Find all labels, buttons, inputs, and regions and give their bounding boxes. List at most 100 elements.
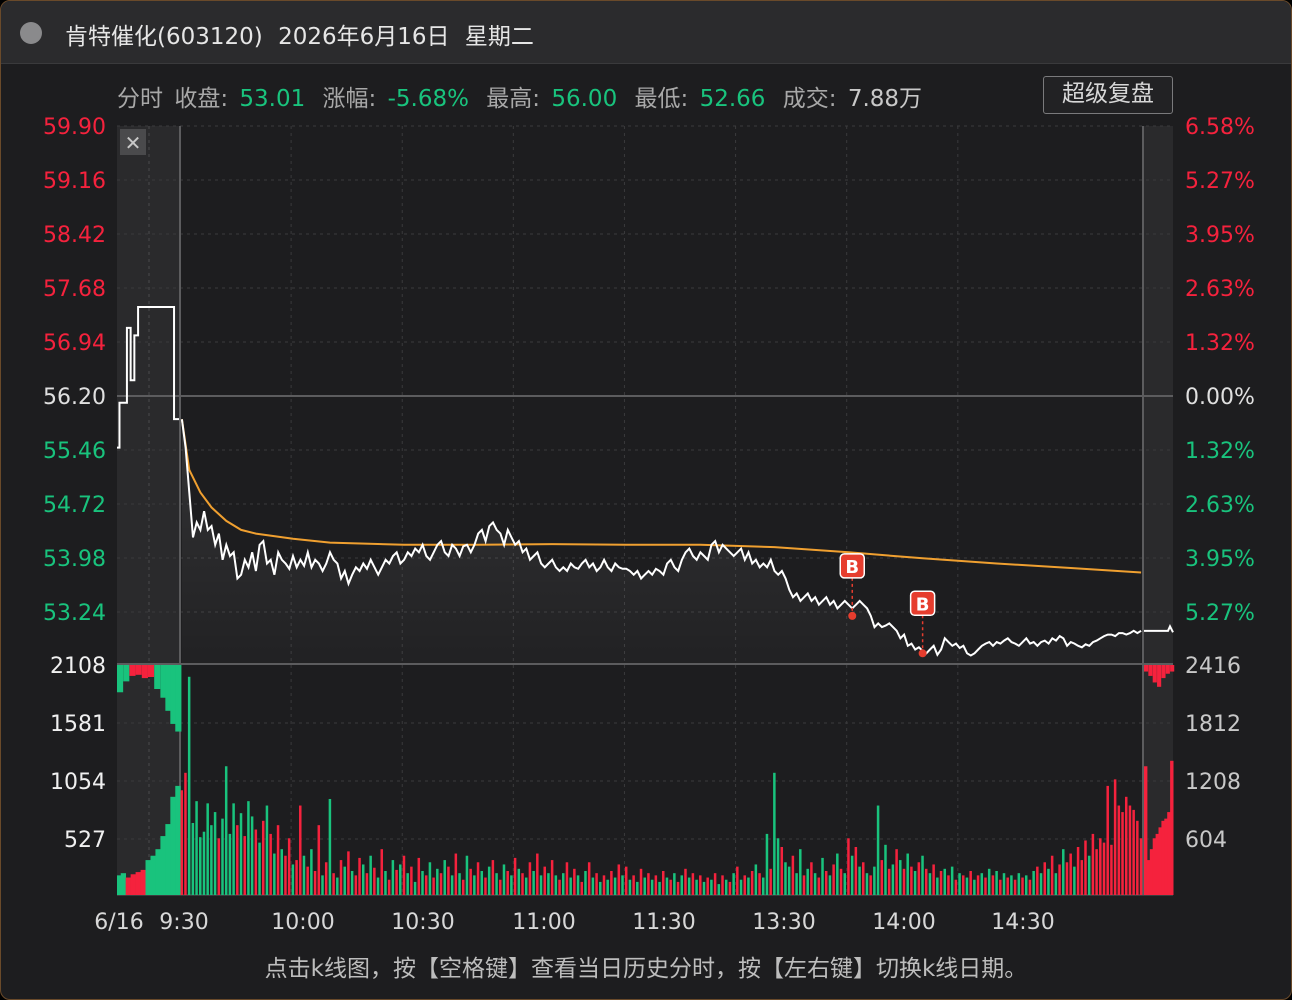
low-label: 最低: bbox=[634, 86, 689, 112]
volume-bar bbox=[1106, 785, 1109, 895]
buy-marker-badge[interactable] bbox=[839, 553, 865, 579]
volume-bar bbox=[1136, 820, 1139, 895]
volume-bar bbox=[984, 877, 987, 895]
volume-bar bbox=[506, 870, 509, 895]
volume-bar bbox=[973, 879, 976, 895]
auction-top-bar bbox=[148, 665, 155, 678]
volume-bar bbox=[461, 879, 465, 895]
volume-bar bbox=[358, 857, 361, 895]
volume-bar bbox=[336, 877, 339, 895]
volume-bar bbox=[580, 881, 584, 895]
volume-bar bbox=[939, 870, 943, 895]
volume-bar bbox=[254, 829, 258, 895]
volume-axis-label: 1054 bbox=[50, 770, 106, 795]
auction-volume-bar bbox=[120, 873, 126, 895]
closing-volume-bar bbox=[1152, 838, 1157, 895]
volume-bar bbox=[1024, 875, 1028, 895]
volume-bar bbox=[787, 866, 791, 895]
chart-close-icon[interactable] bbox=[120, 129, 146, 155]
volume-bar bbox=[980, 873, 984, 895]
volume-bar bbox=[791, 855, 795, 895]
volume-bar bbox=[813, 873, 817, 895]
volume-bar bbox=[691, 873, 695, 895]
volume-bar bbox=[273, 853, 276, 895]
percent-axis-label: 2.63% bbox=[1185, 277, 1255, 302]
volume-bar bbox=[621, 875, 624, 895]
volume-axis-label-right: 2416 bbox=[1185, 654, 1241, 679]
volume-bar bbox=[717, 884, 721, 895]
closing-volume-bar bbox=[1155, 833, 1159, 895]
volume-bar bbox=[884, 844, 887, 895]
volume-bar bbox=[569, 877, 572, 895]
auction-top-bar bbox=[165, 665, 172, 711]
volume-bar bbox=[528, 862, 532, 895]
volume-bar bbox=[1132, 809, 1135, 895]
price-axis-label: 59.16 bbox=[43, 169, 106, 194]
volume-bar bbox=[239, 813, 243, 895]
volume-bar bbox=[824, 870, 828, 895]
average-price-line bbox=[180, 419, 1142, 574]
volume-bar bbox=[539, 875, 543, 895]
volume-bar bbox=[202, 831, 206, 895]
volume-bar bbox=[599, 881, 602, 895]
volume-bar bbox=[662, 870, 665, 895]
high-value: 56.00 bbox=[551, 86, 618, 112]
volume-bar bbox=[1139, 838, 1143, 895]
volume-bar bbox=[369, 855, 372, 895]
volume-bar bbox=[502, 864, 506, 895]
volume-bar bbox=[436, 868, 439, 895]
volume-bar bbox=[795, 873, 798, 895]
volume-bar bbox=[321, 875, 324, 895]
volume-bar bbox=[747, 877, 750, 895]
percent-axis-label: 3.95% bbox=[1185, 547, 1255, 572]
volume-bar bbox=[187, 676, 191, 895]
price-line bbox=[180, 419, 1142, 657]
volume-bar bbox=[917, 862, 921, 895]
volume-bar bbox=[328, 798, 332, 895]
volume-bar bbox=[561, 873, 565, 895]
volume-bar bbox=[713, 873, 717, 895]
time-axis-label: 11:00 bbox=[512, 910, 575, 935]
volume-bar bbox=[439, 873, 443, 895]
volume-bar bbox=[1017, 873, 1021, 895]
volume-bar bbox=[513, 857, 517, 895]
volume-bar bbox=[276, 825, 280, 895]
volume-bar bbox=[558, 879, 561, 895]
closing-price-line bbox=[1144, 624, 1174, 633]
buy-marker-badge[interactable] bbox=[909, 590, 936, 617]
volume-bar bbox=[921, 855, 924, 895]
volume-bar bbox=[595, 873, 598, 895]
volume-value: 7.88万 bbox=[847, 86, 923, 112]
volume-bar bbox=[624, 866, 628, 895]
volume-bar bbox=[721, 875, 724, 895]
volume-bar bbox=[332, 873, 335, 895]
volume-bar bbox=[576, 875, 580, 895]
volume-bar bbox=[191, 822, 195, 895]
volume-bar bbox=[343, 866, 346, 895]
volume-bar bbox=[395, 869, 398, 895]
auction-volume-bar bbox=[170, 796, 176, 895]
change-label: 涨幅: bbox=[322, 86, 377, 112]
volume-bar bbox=[510, 875, 513, 895]
close-window-icon[interactable] bbox=[20, 22, 42, 44]
volume-bar bbox=[847, 838, 850, 895]
volume-bar bbox=[936, 877, 939, 895]
volume-bar bbox=[1069, 853, 1072, 895]
auction-volume-bar bbox=[145, 860, 151, 895]
price-axis-label: 53.24 bbox=[43, 601, 106, 626]
volume-bar bbox=[895, 849, 898, 895]
volume-bar bbox=[665, 877, 669, 895]
volume-label: 成交: bbox=[782, 86, 837, 112]
super-replay-button[interactable]: 超级复盘 bbox=[1043, 76, 1173, 114]
volume-bar bbox=[1032, 870, 1035, 895]
time-axis-label: 10:00 bbox=[271, 910, 334, 935]
volume-bar bbox=[724, 879, 728, 895]
volume-bar bbox=[406, 873, 409, 895]
auction-top-bar bbox=[123, 665, 130, 682]
auction-top-bar bbox=[135, 665, 142, 675]
auction-top-bar bbox=[117, 665, 124, 693]
volume-bar bbox=[947, 875, 950, 895]
volume-bar bbox=[573, 868, 576, 895]
volume-bar bbox=[613, 877, 617, 895]
